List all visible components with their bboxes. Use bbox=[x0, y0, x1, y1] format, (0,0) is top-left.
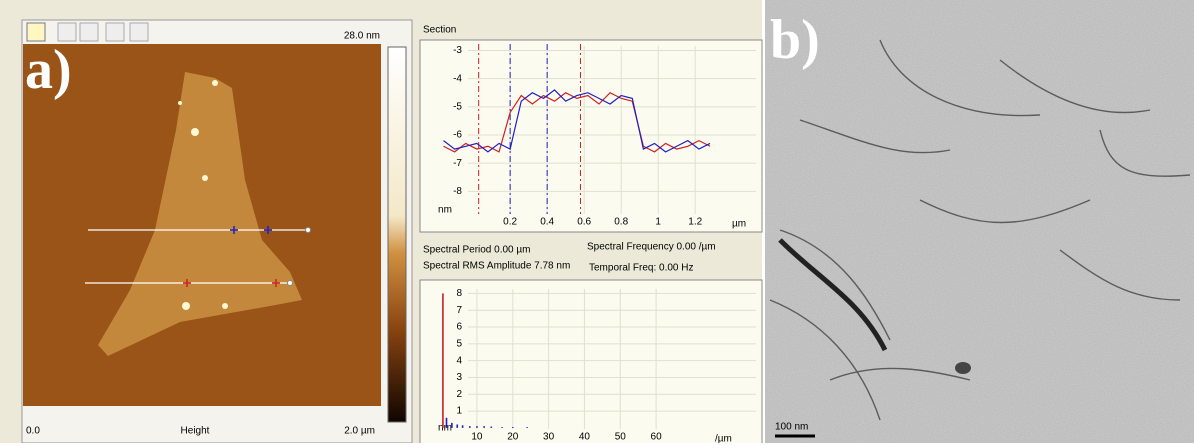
y-axis-label: nm bbox=[438, 423, 452, 434]
y-tick-label: 6 bbox=[456, 322, 462, 333]
x-tick-label: 0.2 bbox=[503, 217, 517, 228]
dark-fold bbox=[778, 238, 888, 352]
x-tick-label: 40 bbox=[579, 432, 591, 443]
color-bar bbox=[387, 46, 407, 423]
tool-zoom-out[interactable] bbox=[129, 22, 149, 42]
spectrum-bar bbox=[442, 293, 444, 428]
section-title: Section bbox=[423, 25, 456, 36]
line-end bbox=[287, 280, 293, 286]
panel-label: b) bbox=[770, 9, 820, 71]
y-tick-label: -8 bbox=[453, 186, 462, 197]
section-frame bbox=[419, 39, 763, 233]
x-axis-label: /µm bbox=[715, 434, 732, 443]
y-tick-label: 1 bbox=[456, 406, 462, 417]
y-tick-label: 5 bbox=[456, 338, 462, 349]
x-tick-label: 60 bbox=[651, 432, 663, 443]
profile-line bbox=[443, 91, 711, 153]
tool-zoom[interactable] bbox=[79, 22, 99, 42]
y-tick-label: -5 bbox=[453, 101, 462, 112]
tool-zoom-in[interactable] bbox=[105, 22, 125, 42]
spectrum-bar bbox=[456, 424, 459, 428]
x-tick-label: 0.6 bbox=[577, 217, 591, 228]
x-end: 2.0 µm bbox=[344, 426, 375, 437]
spectrum-bar bbox=[468, 426, 471, 428]
x-axis-label: µm bbox=[732, 219, 746, 230]
y-tick-label: -4 bbox=[453, 73, 462, 84]
spectrum-bar bbox=[511, 427, 514, 428]
spectral-rms: Spectral RMS Amplitude 7.78 nm bbox=[423, 261, 570, 272]
spectrum-bar bbox=[490, 426, 493, 428]
x-tick-label: 0.4 bbox=[540, 217, 554, 228]
x-start: 0.0 bbox=[26, 426, 40, 437]
x-tick-label: 1.2 bbox=[688, 217, 702, 228]
flake bbox=[98, 72, 302, 356]
temporal-freq: Temporal Freq: 0.00 Hz bbox=[589, 263, 694, 274]
x-tick-label: 10 bbox=[471, 432, 483, 443]
y-tick-label: -6 bbox=[453, 130, 462, 141]
scale-max: 28.0 nm bbox=[344, 31, 380, 42]
x-tick-label: 1 bbox=[655, 217, 661, 228]
spectral-period: Spectral Period 0.00 µm bbox=[423, 245, 530, 256]
spectrum-bar bbox=[501, 427, 503, 428]
y-tick-label: 7 bbox=[456, 305, 462, 316]
tool-pan[interactable] bbox=[57, 22, 77, 42]
spectral-frequency: Spectral Frequency 0.00 /µm bbox=[587, 242, 716, 253]
particle bbox=[955, 362, 971, 374]
y-tick-label: 4 bbox=[456, 355, 462, 366]
y-tick-label: 8 bbox=[456, 288, 462, 299]
spectrum-bar bbox=[526, 427, 528, 428]
spectrum-frame bbox=[419, 279, 763, 448]
spectrum-bar bbox=[483, 426, 485, 428]
spectrum-bar bbox=[476, 426, 478, 428]
tool-ruler[interactable] bbox=[26, 22, 46, 42]
y-tick-label: -7 bbox=[453, 158, 462, 169]
spectrum-bar bbox=[451, 422, 453, 428]
x-tick-label: 20 bbox=[507, 432, 519, 443]
x-tick-label: 0.8 bbox=[614, 217, 628, 228]
profile-line bbox=[443, 89, 711, 153]
y-tick-label: -3 bbox=[453, 45, 462, 56]
panel-label: a) bbox=[25, 39, 72, 101]
x-title: Height bbox=[181, 426, 210, 437]
spectrum-bar bbox=[445, 417, 448, 428]
graphene-sheets bbox=[769, 39, 1191, 421]
x-tick-label: 50 bbox=[615, 432, 627, 443]
spectrum-bar bbox=[461, 425, 464, 428]
y-tick-label: 2 bbox=[456, 389, 462, 400]
particles bbox=[178, 80, 228, 310]
y-tick-label: 3 bbox=[456, 372, 462, 383]
y-axis-label: nm bbox=[438, 205, 452, 216]
x-tick-label: 30 bbox=[543, 432, 555, 443]
toolbar[interactable] bbox=[26, 22, 149, 42]
line-end bbox=[305, 227, 311, 233]
tem-texture bbox=[765, 0, 1194, 443]
scale-bar-label: 100 nm bbox=[775, 422, 808, 433]
section-markers bbox=[183, 226, 280, 287]
